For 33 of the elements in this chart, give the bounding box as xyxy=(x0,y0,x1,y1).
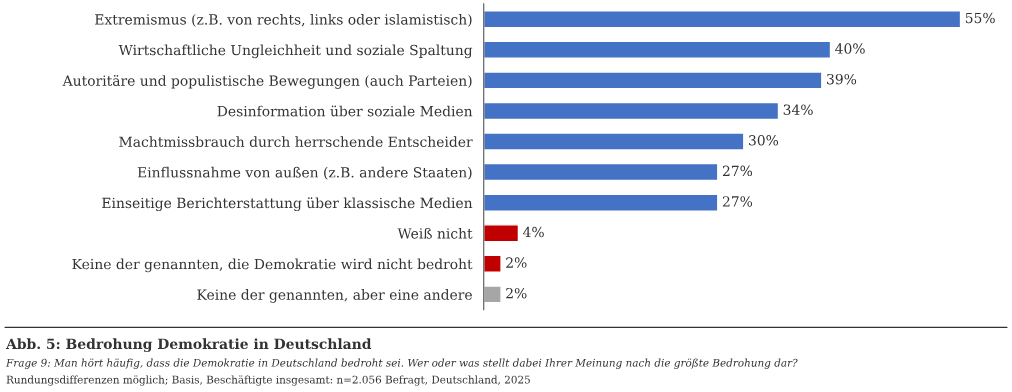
bar xyxy=(483,193,719,212)
bar xyxy=(483,101,780,121)
bar xyxy=(483,132,745,151)
bar xyxy=(483,254,502,273)
text: Rundungsdifferenzen möglich; Basis, Beschäftigte insgesamt: n=2.056 Befragt, Deutschland, 2025 xyxy=(6,375,530,386)
data-label: 39% xyxy=(827,73,857,85)
y-tick-label: Einflussnahme von außen (z.B. andere Staaten) xyxy=(137,166,472,180)
y-tick-label: Autoritäre und populistische Bewegungen (auch Parteien) xyxy=(62,75,472,89)
y-tick-label: Machtmissbrauch durch herrschende Entscheider xyxy=(119,136,473,147)
y-tick-label: Keine der genannten, aber eine andere xyxy=(197,289,472,303)
y-tick-label: Weiß nicht xyxy=(397,227,473,239)
data-label: 55% xyxy=(965,12,995,24)
data-label: 4% xyxy=(523,226,544,238)
bar xyxy=(483,10,962,29)
bar xyxy=(483,224,520,243)
y-tick-label: Einseitige Berichterstattung über klassische Medien xyxy=(102,197,473,212)
bar xyxy=(483,40,832,59)
data-label: 2% xyxy=(506,257,527,268)
data-label: 27% xyxy=(722,165,753,177)
data-label: 40% xyxy=(835,43,865,54)
bar xyxy=(483,71,823,90)
data-label: 30% xyxy=(749,135,779,146)
text: Abb. 5: Bedrohung Demokratie in Deutschland xyxy=(5,338,372,352)
y-tick-label: Wirtschaftliche Ungleichheit und soziale Spaltung xyxy=(118,44,473,59)
text: Frage 9: Man hört häufig, dass die Demokratie in Deutschland bedroht sei. Wer oder was stellt dabei Ihrer Meinung nach die größte Bedrohung dar? xyxy=(5,358,798,369)
y-tick-label: Extremismus (z.B. von rechts, links oder islamistisch) xyxy=(95,13,472,27)
data-label: 2% xyxy=(506,287,527,299)
bar xyxy=(483,162,719,182)
data-label: 27% xyxy=(722,196,753,207)
data-label: 34% xyxy=(783,104,813,115)
y-tick-label: Desinformation über soziale Medien xyxy=(217,105,473,117)
bar xyxy=(483,285,502,304)
y-tick-label: Keine der genannten, die Demokratie wird nicht bedroht xyxy=(72,258,473,273)
